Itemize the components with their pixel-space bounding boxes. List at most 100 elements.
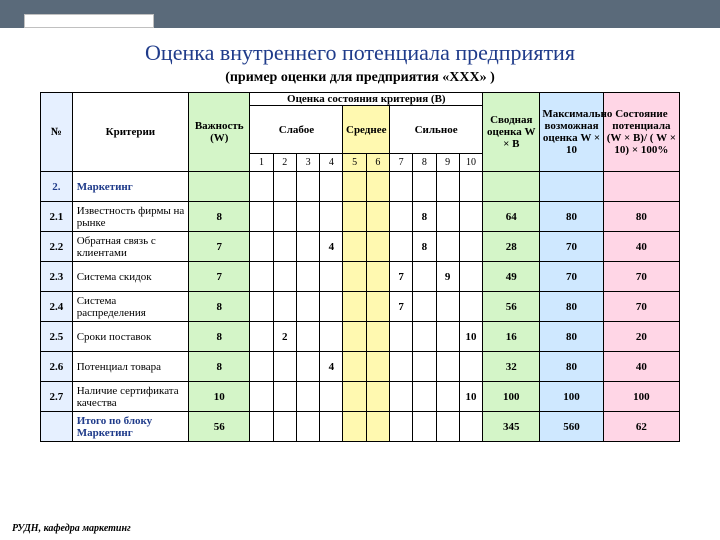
row-b xyxy=(343,322,366,352)
row-b xyxy=(343,202,366,232)
hdr-scale-5: 5 xyxy=(343,154,366,172)
row-b xyxy=(366,352,389,382)
row-b xyxy=(320,202,343,232)
row-no: 2.4 xyxy=(41,292,73,322)
hdr-scale-9: 9 xyxy=(436,154,459,172)
row-b xyxy=(459,292,482,322)
total-sum: 345 xyxy=(483,412,540,442)
row-b xyxy=(366,322,389,352)
total-pot: 62 xyxy=(603,412,679,442)
row-sum: 56 xyxy=(483,292,540,322)
row-b xyxy=(436,322,459,352)
row-no: 2.1 xyxy=(41,202,73,232)
row-b xyxy=(436,292,459,322)
row-crit: Сроки поставок xyxy=(72,322,188,352)
row-b: 2 xyxy=(273,322,296,352)
row-no: 2.5 xyxy=(41,322,73,352)
row-sum: 28 xyxy=(483,232,540,262)
row-b xyxy=(390,202,413,232)
row-b xyxy=(250,202,273,232)
hdr-scale-3: 3 xyxy=(296,154,319,172)
row-b xyxy=(273,262,296,292)
top-bar-inset xyxy=(24,14,154,28)
row-crit: Система скидок xyxy=(72,262,188,292)
table-row: 2.7Наличие сертификата качества101010010… xyxy=(41,382,680,412)
row-b xyxy=(273,352,296,382)
row-pot: 40 xyxy=(603,352,679,382)
row-b xyxy=(273,292,296,322)
row-weight: 8 xyxy=(189,292,250,322)
row-b xyxy=(436,202,459,232)
row-b: 8 xyxy=(413,202,436,232)
row-sum: 32 xyxy=(483,352,540,382)
row-pot: 70 xyxy=(603,292,679,322)
row-crit: Система распределения xyxy=(72,292,188,322)
hdr-scale-2: 2 xyxy=(273,154,296,172)
row-b xyxy=(459,262,482,292)
row-b: 4 xyxy=(320,352,343,382)
row-b xyxy=(296,382,319,412)
row-b xyxy=(366,202,389,232)
row-b xyxy=(343,352,366,382)
hdr-weight: Важность (W) xyxy=(189,93,250,172)
row-b xyxy=(390,232,413,262)
row-b: 9 xyxy=(436,262,459,292)
row-b: 10 xyxy=(459,382,482,412)
row-max: 70 xyxy=(540,232,603,262)
row-b xyxy=(296,202,319,232)
section-no: 2. xyxy=(41,172,73,202)
row-b xyxy=(413,322,436,352)
page-title: Оценка внутреннего потенциала предприяти… xyxy=(0,40,720,66)
row-b xyxy=(436,382,459,412)
row-crit: Потенциал товара xyxy=(72,352,188,382)
row-no: 2.7 xyxy=(41,382,73,412)
row-b xyxy=(273,202,296,232)
row-b xyxy=(320,322,343,352)
row-b xyxy=(296,352,319,382)
hdr-scale-1: 1 xyxy=(250,154,273,172)
row-max: 80 xyxy=(540,322,603,352)
hdr-weak: Слабое xyxy=(250,106,343,154)
row-b xyxy=(250,352,273,382)
total-max: 560 xyxy=(540,412,603,442)
table-row: 2.1Известность фирмы на рынке88648080 xyxy=(41,202,680,232)
row-b xyxy=(459,202,482,232)
row-no: 2.6 xyxy=(41,352,73,382)
row-b xyxy=(366,232,389,262)
row-b xyxy=(273,382,296,412)
row-pot: 80 xyxy=(603,202,679,232)
total-weight: 56 xyxy=(189,412,250,442)
table-row: 2.4Система распределения87568070 xyxy=(41,292,680,322)
table-row: 2.2Обратная связь с клиентами748287040 xyxy=(41,232,680,262)
row-max: 80 xyxy=(540,202,603,232)
row-b xyxy=(366,262,389,292)
row-b xyxy=(366,382,389,412)
hdr-crit: Критерии xyxy=(72,93,188,172)
row-sum: 49 xyxy=(483,262,540,292)
hdr-no: № xyxy=(41,93,73,172)
section-label: Маркетинг xyxy=(72,172,188,202)
row-b xyxy=(343,292,366,322)
row-sum: 16 xyxy=(483,322,540,352)
row-b: 4 xyxy=(320,232,343,262)
row-b xyxy=(413,382,436,412)
assessment-table: №КритерииВажность (W)Оценка состояния кр… xyxy=(40,92,680,442)
row-max: 70 xyxy=(540,262,603,292)
row-b xyxy=(343,382,366,412)
row-crit: Обратная связь с клиентами xyxy=(72,232,188,262)
row-b xyxy=(250,292,273,322)
footer-text: РУДН, кафедра маркетинг xyxy=(12,523,131,534)
row-no: 2.2 xyxy=(41,232,73,262)
row-b xyxy=(366,292,389,322)
hdr-mid: Среднее xyxy=(343,106,390,154)
row-b xyxy=(250,322,273,352)
top-bar xyxy=(0,0,720,28)
row-b xyxy=(296,322,319,352)
table-row: 2.3Система скидок779497070 xyxy=(41,262,680,292)
row-weight: 10 xyxy=(189,382,250,412)
row-pot: 40 xyxy=(603,232,679,262)
row-crit: Известность фирмы на рынке xyxy=(72,202,188,232)
row-b xyxy=(413,292,436,322)
hdr-strong: Сильное xyxy=(390,106,483,154)
row-b xyxy=(296,232,319,262)
